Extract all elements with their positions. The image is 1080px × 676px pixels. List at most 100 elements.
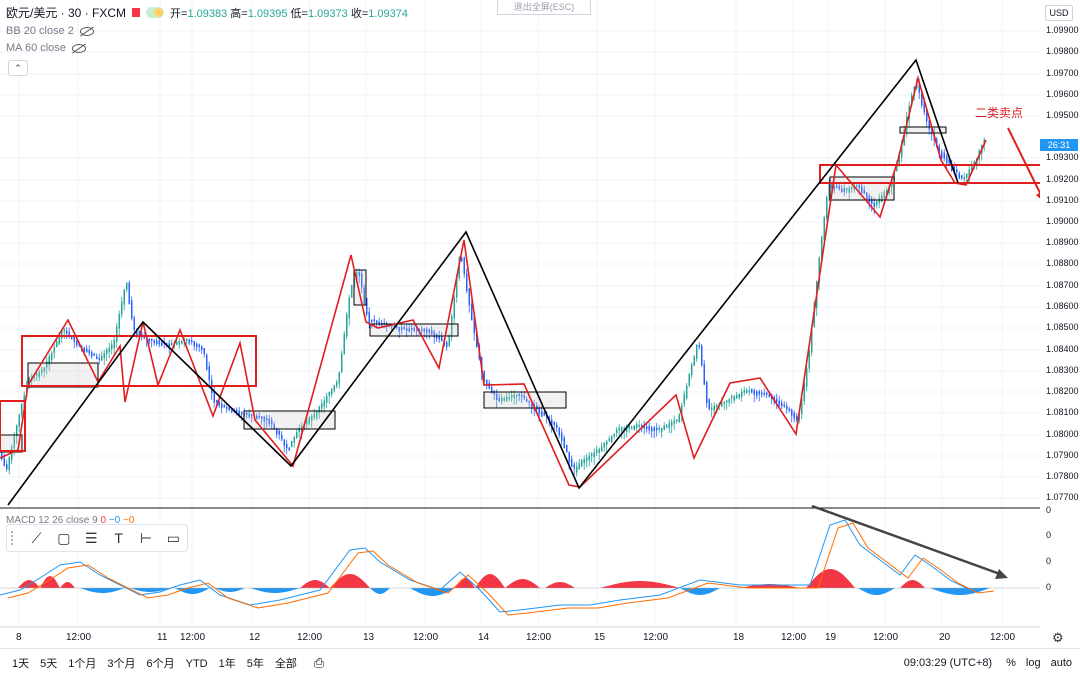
candle-body xyxy=(13,436,15,448)
candle-body xyxy=(883,192,885,199)
candle-body xyxy=(698,345,700,348)
drag-handle-icon[interactable] xyxy=(11,531,23,545)
candle-body xyxy=(348,297,350,319)
candle-body xyxy=(628,425,630,430)
candle-body xyxy=(803,382,805,402)
timeframe-button[interactable]: 5年 xyxy=(246,657,264,670)
date-range-icon[interactable]: ⎙ xyxy=(313,654,325,670)
candle-body xyxy=(766,392,768,395)
price-range-icon[interactable]: ⊢ xyxy=(139,529,153,546)
candle-body xyxy=(686,385,688,399)
candle-body xyxy=(768,394,770,397)
candle-body xyxy=(808,349,810,369)
timeframe-button[interactable]: 6个月 xyxy=(146,657,175,670)
sell-arrow xyxy=(1007,127,1040,199)
parallel-channel-icon[interactable]: ☰ xyxy=(84,529,98,546)
candle-body xyxy=(323,400,325,407)
auto-toggle[interactable]: auto xyxy=(1050,656,1072,669)
settings-gear-icon[interactable]: ⚙ xyxy=(1052,630,1064,645)
candle-body xyxy=(601,446,603,451)
indicator-ma[interactable]: MA 60 close xyxy=(6,42,86,54)
exit-fullscreen-button[interactable]: 退出全屏(ESC) xyxy=(497,0,591,15)
candle-body xyxy=(438,335,440,340)
drawing-toolbar: ⟋ ▢ ☰ T ⊢ ▭ xyxy=(6,524,188,552)
rectangle-icon[interactable]: ▢ xyxy=(57,529,71,546)
collapse-legend-button[interactable]: ⌃ xyxy=(8,60,28,76)
candle-body xyxy=(266,418,268,421)
hidden-eye-icon[interactable] xyxy=(79,26,94,36)
timeframe-button[interactable]: 全部 xyxy=(274,657,297,670)
candle-body xyxy=(111,344,113,350)
candle-body xyxy=(591,453,593,456)
candle-body xyxy=(788,408,790,412)
candle-body xyxy=(681,404,683,416)
candle-body xyxy=(98,358,100,361)
candle-body xyxy=(136,330,138,336)
candle-body xyxy=(273,423,275,430)
timeframe-button[interactable]: YTD xyxy=(185,657,208,670)
candle-body xyxy=(543,411,545,416)
candle-body xyxy=(131,300,133,319)
candle-body xyxy=(76,340,78,346)
candle-body xyxy=(486,380,488,386)
candle-body xyxy=(156,340,158,345)
candle-body xyxy=(733,396,735,401)
main-chart[interactable] xyxy=(0,0,1040,628)
candle-body xyxy=(441,336,443,342)
candle-body xyxy=(86,348,88,353)
trend-line-icon[interactable]: ⟋ xyxy=(31,529,42,546)
macd-histogram-bar xyxy=(215,588,245,592)
candle-body xyxy=(896,162,898,172)
time-tick-label: 12:00 xyxy=(643,632,669,643)
log-toggle[interactable]: log xyxy=(1025,656,1041,669)
percent-toggle[interactable]: % xyxy=(1006,656,1016,669)
candle-body xyxy=(596,449,598,454)
text-icon[interactable]: T xyxy=(114,530,123,546)
candle-body xyxy=(488,382,490,389)
macd-histogram-bar xyxy=(505,579,540,588)
candle-body xyxy=(466,273,468,292)
candle-body xyxy=(951,164,953,171)
candle-body xyxy=(426,328,428,333)
sell-point-annotation[interactable]: 二类卖点 xyxy=(975,106,1024,120)
candle-body xyxy=(1,451,3,460)
candle-body xyxy=(706,381,708,404)
candle-body xyxy=(568,452,570,463)
timeframe-button[interactable]: 1个月 xyxy=(68,657,97,670)
candle-body xyxy=(946,156,948,164)
candle-body xyxy=(226,406,228,409)
candle-body xyxy=(636,424,638,428)
macd-histogram-bar xyxy=(60,582,75,588)
candle-body xyxy=(316,411,318,418)
timeframe-button[interactable]: 1天 xyxy=(12,657,30,670)
symbol-label[interactable]: 欧元/美元 · 30 · FXCM xyxy=(6,6,127,20)
callout-icon[interactable]: ▭ xyxy=(166,529,180,546)
macd-legend[interactable]: MACD 12 26 close 9 0 −0 −0 xyxy=(6,515,135,526)
candle-body xyxy=(738,393,740,398)
hidden-eye-icon[interactable] xyxy=(71,43,86,53)
price-tick-label: 1.08400 xyxy=(1046,344,1079,354)
candle-body xyxy=(583,458,585,464)
timeframe-button[interactable]: 1年 xyxy=(218,657,236,670)
time-tick-label: 12 xyxy=(249,632,261,643)
candle-body xyxy=(581,459,583,467)
candle-body xyxy=(678,414,680,422)
candle-body xyxy=(18,414,20,427)
candle-body xyxy=(48,356,50,365)
macd-histogram-bar xyxy=(330,574,370,588)
time-tick-label: 13 xyxy=(363,632,375,643)
candle-body xyxy=(741,391,743,397)
candle-body xyxy=(841,188,843,192)
candle-body xyxy=(118,314,120,329)
clock: 09:03:29 (UTC+8) xyxy=(903,656,993,669)
indicator-bb[interactable]: BB 20 close 2 xyxy=(6,25,94,37)
flag-icon[interactable] xyxy=(132,8,141,17)
macd-pane xyxy=(0,519,1040,616)
timeframe-button[interactable]: 3个月 xyxy=(107,657,136,670)
candle-body xyxy=(281,434,283,440)
candle-body xyxy=(448,335,450,347)
candle-body xyxy=(228,407,230,411)
currency-button[interactable]: USD xyxy=(1045,5,1073,21)
timeframe-button[interactable]: 5天 xyxy=(40,657,58,670)
candle-body xyxy=(831,185,833,189)
